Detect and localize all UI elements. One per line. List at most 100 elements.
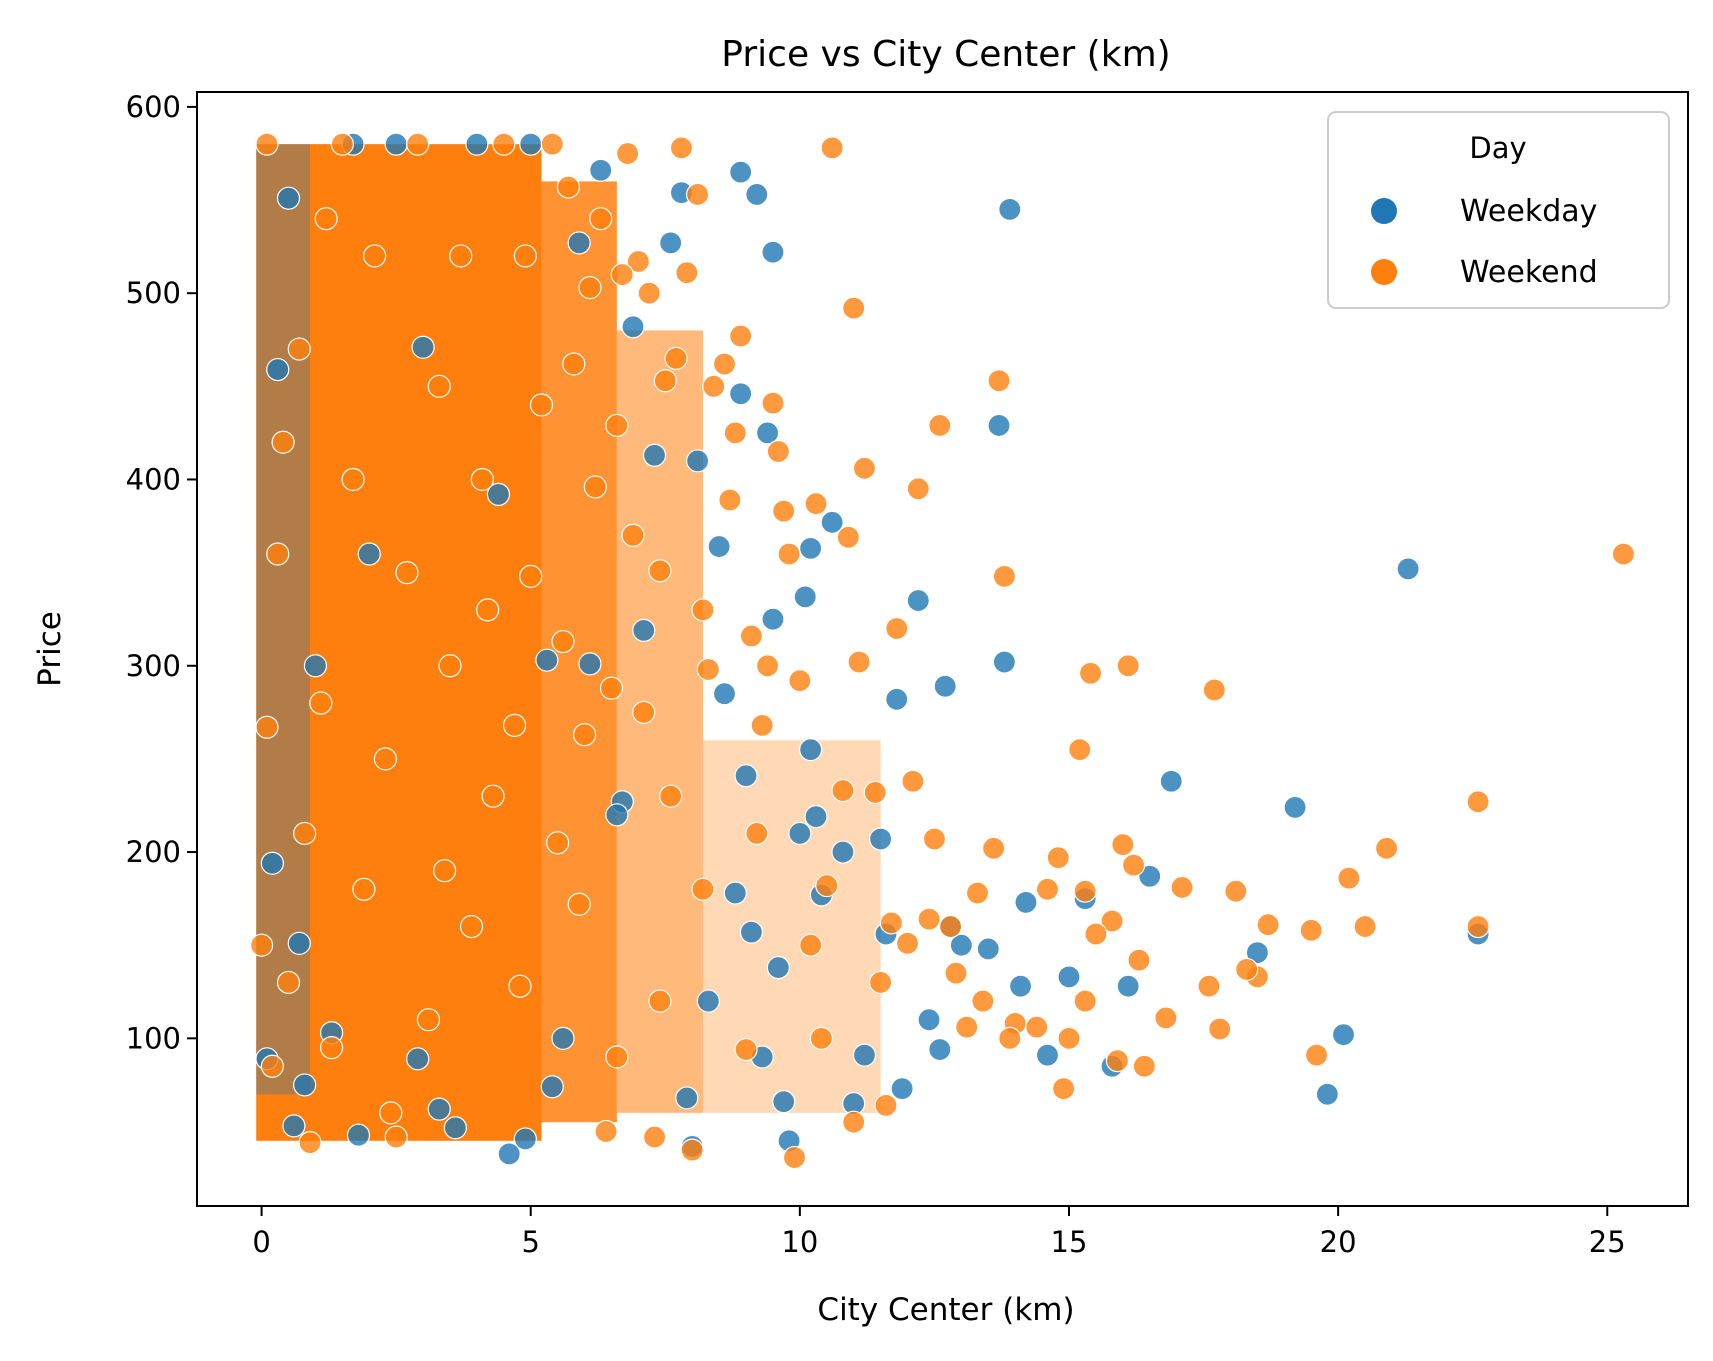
point-weekend xyxy=(653,369,677,393)
point-weekend xyxy=(1466,790,1490,814)
point-weekend xyxy=(842,1110,866,1134)
point-weekday xyxy=(799,536,823,561)
point-weekend xyxy=(1304,1043,1329,1067)
point-weekday xyxy=(621,315,645,339)
point-weekend xyxy=(341,467,365,492)
point-weekday xyxy=(1116,974,1140,998)
x-axis-label: City Center (km) xyxy=(817,1292,1074,1328)
point-weekday xyxy=(293,1073,317,1097)
point-weekend xyxy=(1121,853,1146,877)
point-weekend xyxy=(1208,1017,1232,1041)
point-weekend xyxy=(589,207,613,231)
point-weekday xyxy=(443,1116,467,1140)
point-weekend xyxy=(572,723,597,747)
point-weekend xyxy=(363,244,387,268)
point-weekend xyxy=(944,961,968,985)
point-weekend xyxy=(1256,913,1280,937)
point-weekend xyxy=(734,1037,758,1062)
point-weekend xyxy=(777,542,801,566)
point-weekend xyxy=(1105,1049,1130,1073)
point-weekend xyxy=(712,352,737,376)
point-weekend xyxy=(874,1093,898,1118)
point-weekend xyxy=(868,970,893,995)
point-weekend xyxy=(1127,948,1151,972)
point-weekend xyxy=(982,836,1006,860)
point-weekday xyxy=(346,1123,371,1147)
point-weekend xyxy=(1073,989,1097,1013)
point-weekend xyxy=(546,831,570,855)
point-weekend xyxy=(971,989,995,1013)
point-weekend xyxy=(529,393,554,417)
point-weekend xyxy=(1224,879,1248,903)
point-weekend xyxy=(987,369,1011,393)
point-weekday xyxy=(799,737,823,762)
point-weekend xyxy=(922,827,947,851)
point-weekday xyxy=(755,421,780,445)
point-weekday xyxy=(427,1097,451,1121)
legend-title: Day xyxy=(1469,131,1526,165)
point-weekday xyxy=(890,1077,914,1101)
point-weekend xyxy=(1073,879,1097,903)
point-weekend xyxy=(847,650,871,674)
point-weekday xyxy=(788,821,812,846)
point-weekend xyxy=(852,456,877,480)
x-tick-label: 0 xyxy=(252,1225,270,1259)
point-weekday xyxy=(761,607,785,631)
point-weekend xyxy=(659,784,683,808)
chart-title: Price vs City Center (km) xyxy=(721,34,1170,75)
point-weekend xyxy=(395,561,419,585)
point-weekend xyxy=(772,499,796,523)
point-weekend xyxy=(255,132,279,156)
point-weekend xyxy=(379,1101,403,1125)
point-weekend xyxy=(1078,661,1103,685)
point-weekday xyxy=(1283,795,1307,819)
points-layer xyxy=(249,132,1636,1170)
point-weekend xyxy=(416,1008,441,1032)
point-weekend xyxy=(621,523,645,547)
point-weekend xyxy=(680,1138,704,1162)
point-weekend xyxy=(276,970,301,995)
point-weekend xyxy=(519,564,543,588)
point-weekend xyxy=(901,769,925,793)
point-weekend xyxy=(998,1026,1022,1050)
point-weekend xyxy=(1068,737,1092,762)
point-weekday xyxy=(987,413,1011,438)
point-weekend xyxy=(863,780,887,805)
point-weekend xyxy=(815,873,839,898)
point-weekend xyxy=(648,989,672,1013)
point-weekend xyxy=(1111,833,1135,857)
point-weekend xyxy=(610,262,634,287)
point-weekday xyxy=(998,197,1022,221)
point-weekday xyxy=(589,158,613,182)
point-weekend xyxy=(293,821,317,846)
point-weekday xyxy=(831,840,855,864)
point-weekend xyxy=(642,1125,667,1149)
point-weekend xyxy=(433,859,457,883)
point-weekday xyxy=(1396,557,1420,581)
point-weekend xyxy=(750,713,774,737)
point-weekend xyxy=(1170,875,1194,900)
point-weekend xyxy=(632,700,656,724)
point-weekend xyxy=(260,1054,284,1078)
point-weekend xyxy=(664,346,688,370)
point-weekend xyxy=(836,525,860,549)
point-weekday xyxy=(1138,864,1162,888)
point-weekday xyxy=(712,682,737,706)
point-weekend xyxy=(917,907,941,931)
point-weekend xyxy=(314,207,338,231)
dense-band-tail xyxy=(702,740,881,1113)
point-weekday xyxy=(723,881,747,905)
point-weekend xyxy=(842,296,866,320)
legend-marker-weekend xyxy=(1371,259,1397,285)
point-weekend xyxy=(739,624,764,648)
point-weekday xyxy=(772,1090,796,1114)
point-weekend xyxy=(938,914,963,939)
point-weekday xyxy=(1057,965,1081,989)
point-weekend xyxy=(1035,877,1060,901)
point-weekend xyxy=(766,439,790,464)
point-weekend xyxy=(626,249,650,274)
point-weekend xyxy=(696,657,720,682)
point-weekday xyxy=(729,160,753,184)
